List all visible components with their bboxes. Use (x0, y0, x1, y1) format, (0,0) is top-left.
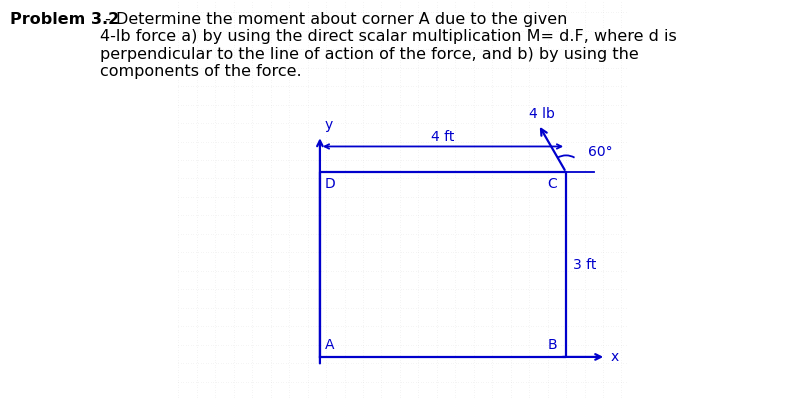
Text: A: A (325, 338, 334, 352)
Text: - Determine the moment about corner A due to the given
4-lb force a) by using th: - Determine the moment about corner A du… (100, 12, 677, 79)
Text: C: C (547, 177, 557, 191)
Text: Problem 3.2: Problem 3.2 (10, 12, 119, 27)
Text: 4 lb: 4 lb (529, 107, 555, 121)
Text: x: x (611, 350, 619, 364)
Text: y: y (324, 118, 333, 132)
Text: 60°: 60° (588, 145, 613, 159)
Text: D: D (325, 177, 335, 191)
Text: B: B (547, 338, 557, 352)
Text: 3 ft: 3 ft (573, 258, 596, 272)
Text: 4 ft: 4 ft (431, 130, 455, 144)
